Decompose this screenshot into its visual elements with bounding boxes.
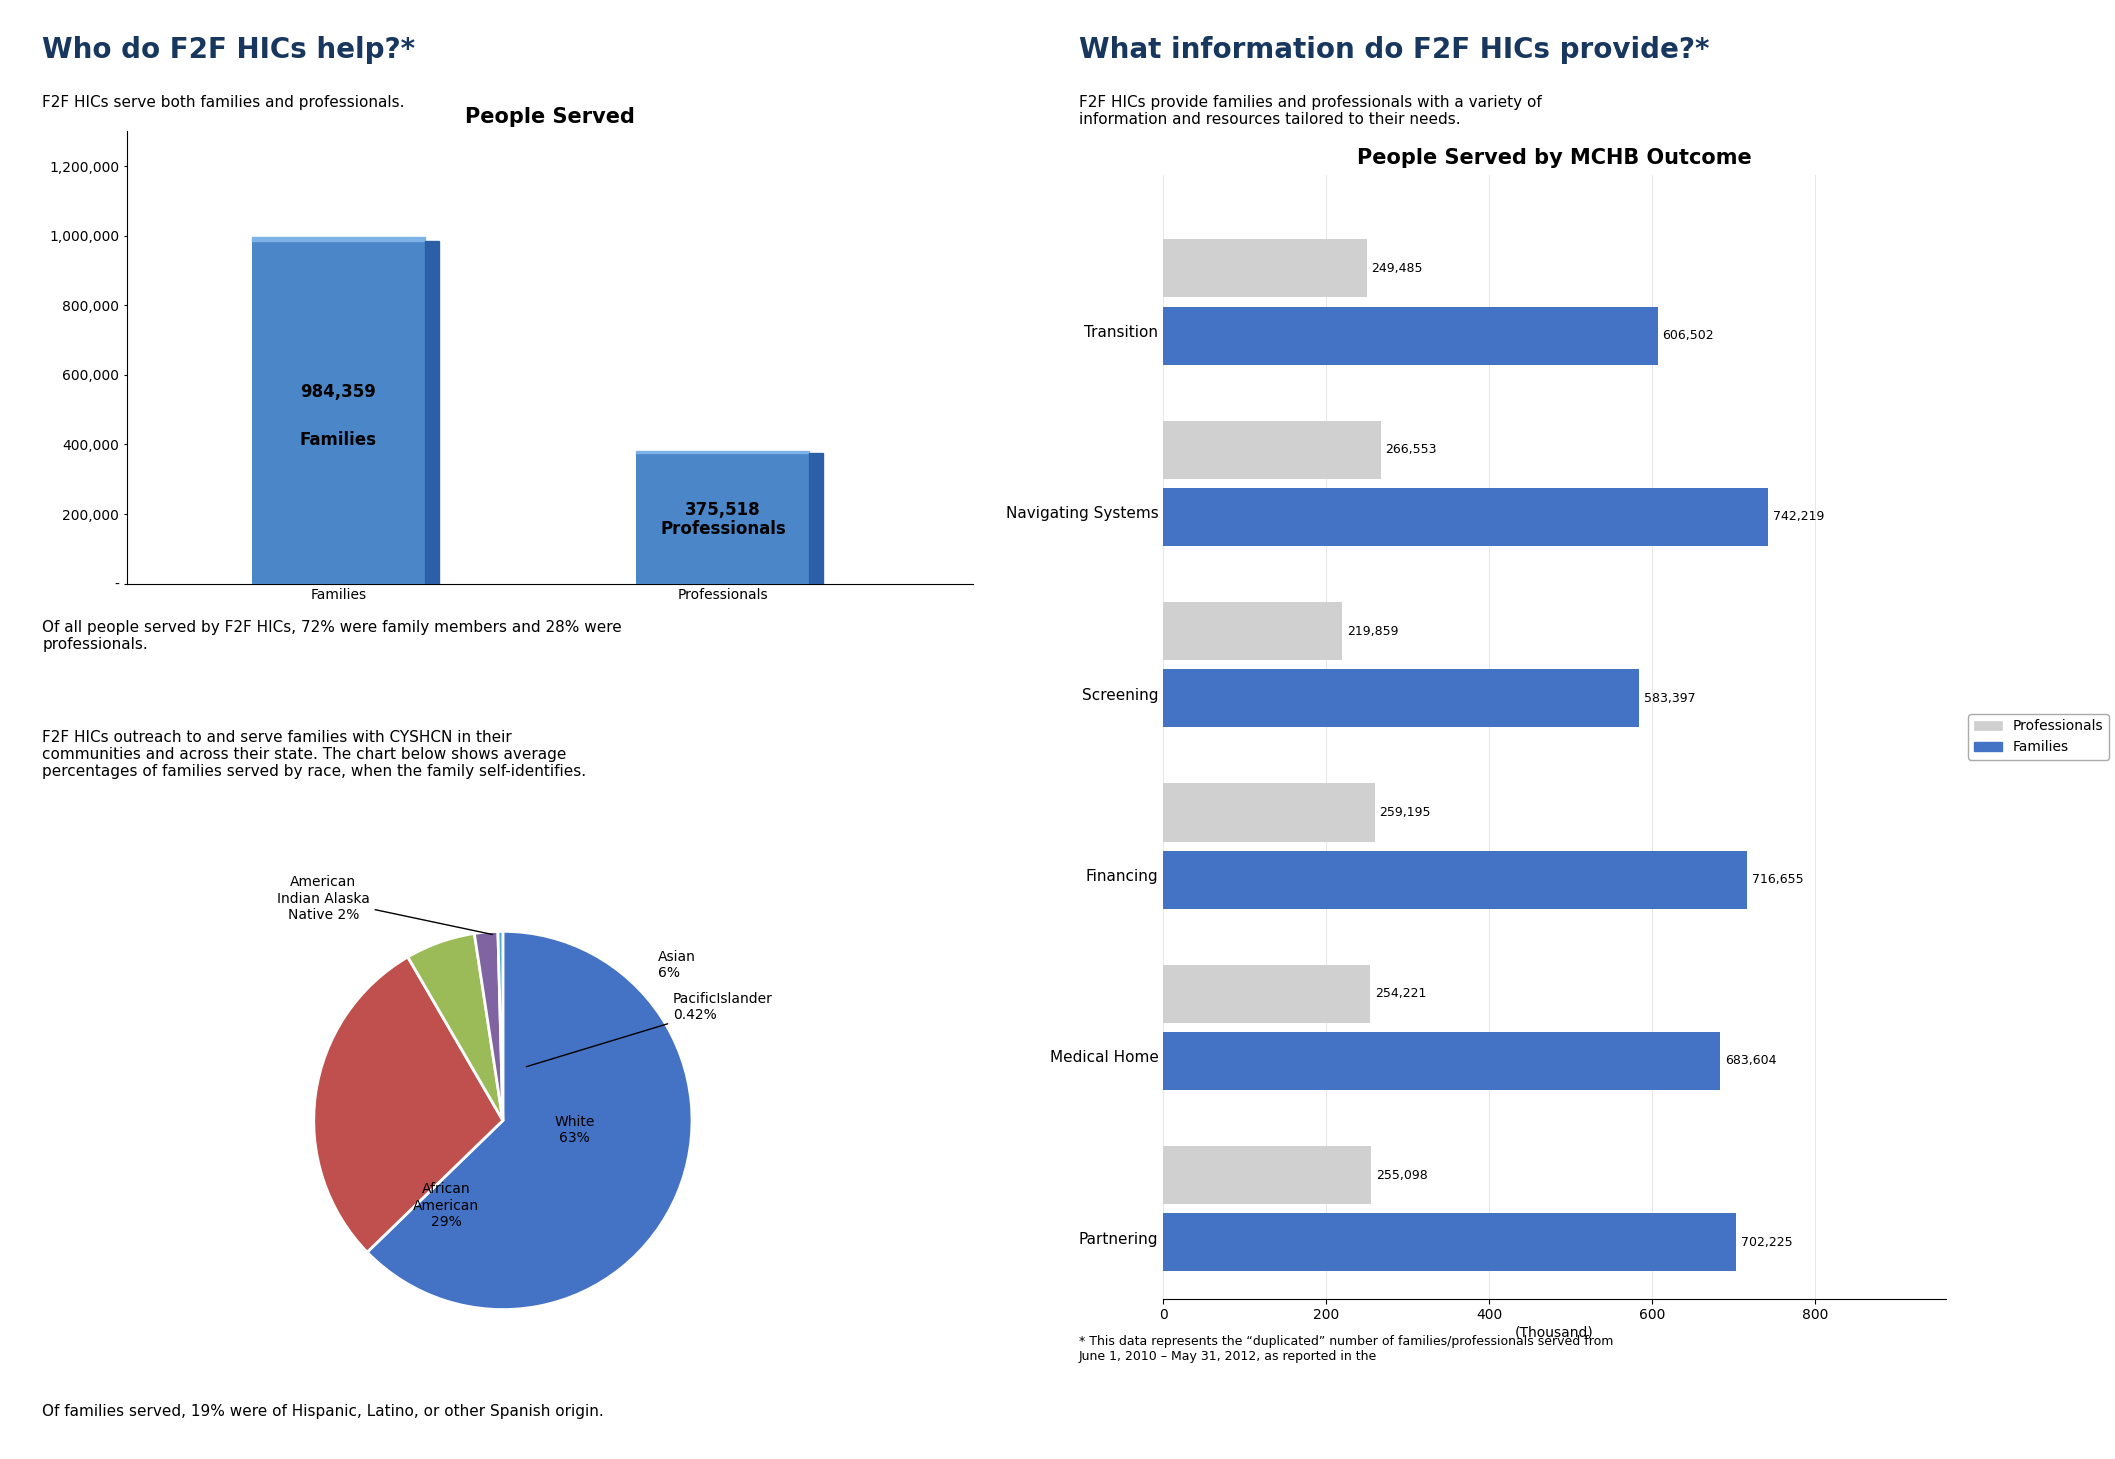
Text: Asian
6%: Asian 6% (658, 950, 696, 980)
Text: 259,195: 259,195 (1379, 805, 1432, 818)
Text: 742,219: 742,219 (1772, 511, 1825, 524)
Text: African
American
29%: African American 29% (412, 1182, 480, 1228)
Text: F2F HICs serve both families and professionals.: F2F HICs serve both families and profess… (42, 95, 404, 109)
Text: What information do F2F HICs provide?*: What information do F2F HICs provide?* (1079, 36, 1709, 64)
Text: 583,397: 583,397 (1643, 692, 1696, 705)
Text: PacificIslander
0.42%: PacificIslander 0.42% (527, 992, 772, 1067)
Bar (252, 236, 425, 241)
Bar (1163, 603, 1343, 659)
Text: Of families served, 19% were of Hispanic, Latino, or other Spanish origin.: Of families served, 19% were of Hispanic… (42, 1404, 605, 1418)
Bar (1163, 964, 1371, 1023)
Text: 683,604: 683,604 (1726, 1055, 1777, 1068)
Wedge shape (474, 931, 503, 1121)
Bar (1163, 1032, 1719, 1090)
Text: Families: Families (300, 430, 376, 449)
Bar (1163, 306, 1658, 365)
Bar (1163, 1147, 1371, 1204)
Bar (252, 241, 425, 584)
Wedge shape (313, 957, 503, 1252)
Text: White
63%: White 63% (554, 1115, 594, 1145)
Text: Of all people served by F2F HICs, 72% were family members and 28% were
professio: Of all people served by F2F HICs, 72% we… (42, 620, 622, 652)
Wedge shape (497, 931, 503, 1121)
Text: 266,553: 266,553 (1385, 444, 1436, 457)
Bar (1163, 1214, 1736, 1271)
Text: * This data represents the “duplicated” number of families/professionals served : * This data represents the “duplicated” … (1079, 1335, 1614, 1363)
Text: 716,655: 716,655 (1753, 872, 1804, 886)
Bar (637, 452, 810, 584)
Text: American
Indian Alaska
Native 2%: American Indian Alaska Native 2% (277, 875, 493, 935)
Text: 984,359: 984,359 (300, 382, 376, 401)
Text: 702,225: 702,225 (1741, 1236, 1791, 1249)
Bar (425, 241, 438, 584)
X-axis label: (Thousand): (Thousand) (1514, 1325, 1595, 1339)
Bar (1163, 239, 1366, 298)
Title: People Served: People Served (465, 107, 634, 127)
Text: 375,518: 375,518 (685, 502, 761, 519)
Text: 249,485: 249,485 (1371, 263, 1423, 274)
Title: People Served by MCHB Outcome: People Served by MCHB Outcome (1358, 147, 1751, 168)
Bar (1163, 670, 1639, 727)
Text: 254,221: 254,221 (1375, 988, 1428, 1001)
Text: F2F HICs outreach to and serve families with CYSHCN in their
communities and acr: F2F HICs outreach to and serve families … (42, 730, 586, 779)
Bar (637, 451, 810, 452)
Text: F2F HICs provide families and professionals with a variety of
information and re: F2F HICs provide families and profession… (1079, 95, 1542, 127)
Wedge shape (408, 934, 503, 1121)
Wedge shape (368, 931, 692, 1310)
Text: 255,098: 255,098 (1377, 1169, 1428, 1182)
Bar (810, 452, 823, 584)
Bar (1163, 420, 1381, 479)
Bar (1163, 487, 1768, 546)
Text: Professionals: Professionals (660, 519, 787, 538)
Legend: Professionals, Families: Professionals, Families (1969, 713, 2109, 760)
Text: 219,859: 219,859 (1347, 624, 1398, 638)
Bar (1163, 851, 1747, 909)
Text: 606,502: 606,502 (1662, 330, 1713, 341)
Bar (1163, 783, 1375, 842)
Text: Who do F2F HICs help?*: Who do F2F HICs help?* (42, 36, 415, 64)
